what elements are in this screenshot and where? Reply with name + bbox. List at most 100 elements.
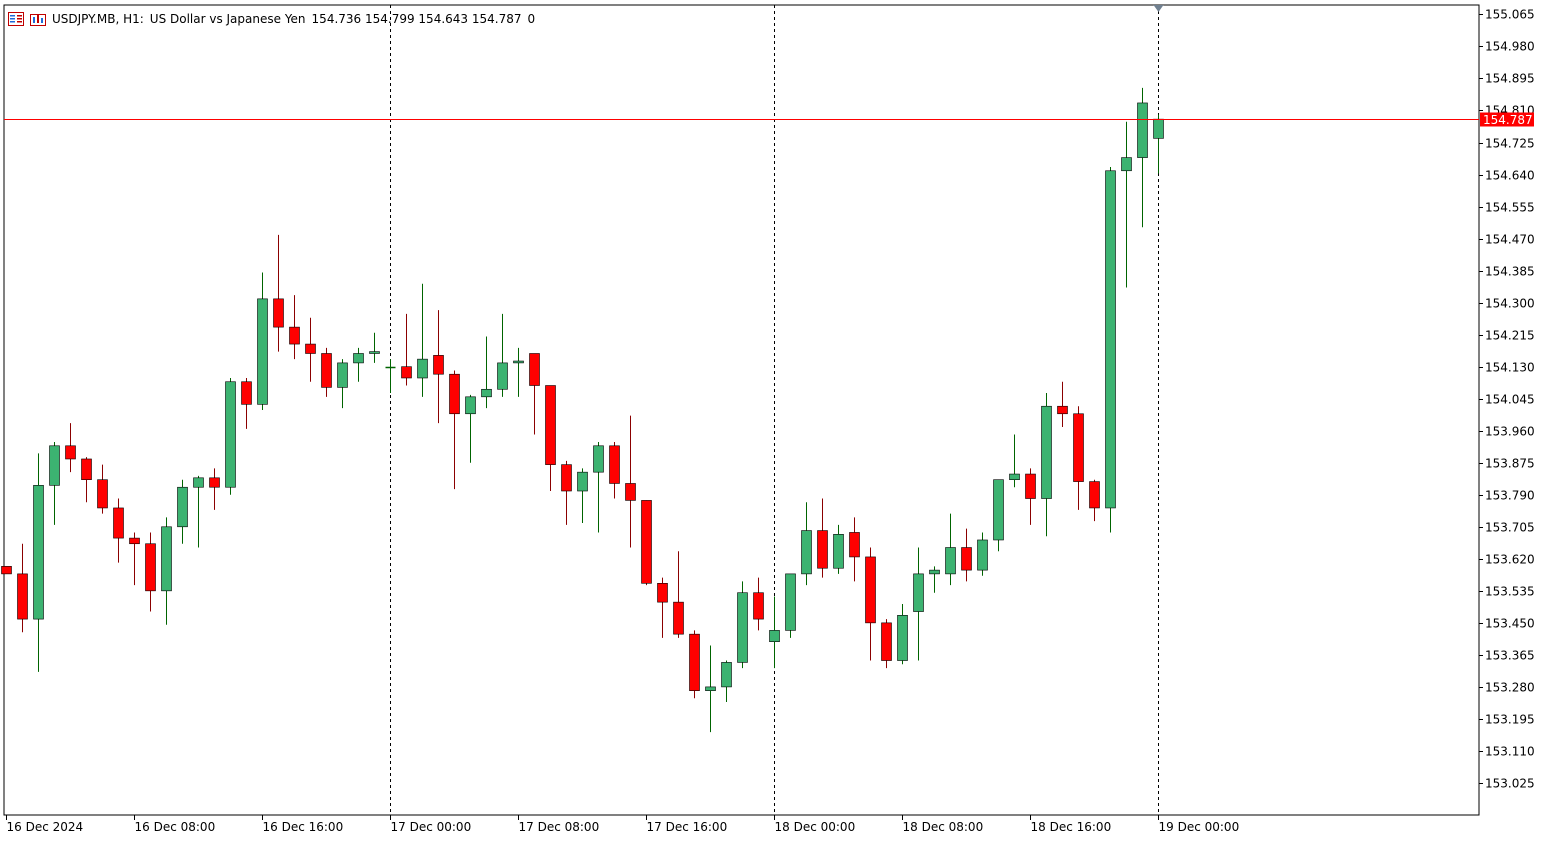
candle[interactable] (1121, 121, 1132, 288)
candle[interactable] (881, 619, 892, 669)
candle-body (769, 630, 780, 642)
candle[interactable] (465, 394, 476, 463)
candle-body (833, 534, 844, 569)
candle[interactable] (385, 359, 396, 394)
candle[interactable] (593, 442, 604, 533)
tick-volume: 0 (527, 12, 536, 26)
candle[interactable] (753, 577, 764, 631)
y-tick-label: 155.065 (1485, 8, 1535, 22)
candle[interactable] (1057, 381, 1068, 427)
candle[interactable] (785, 573, 796, 638)
candle[interactable] (945, 513, 956, 586)
candle[interactable] (113, 498, 124, 563)
candle[interactable] (289, 295, 300, 360)
candle[interactable] (849, 517, 860, 582)
candle[interactable] (369, 332, 380, 363)
candle[interactable] (545, 385, 556, 491)
current-price-badge (1480, 112, 1534, 127)
candle[interactable] (49, 442, 60, 525)
candle[interactable] (417, 283, 428, 397)
candle[interactable] (65, 423, 76, 473)
candle[interactable] (561, 460, 572, 525)
candle[interactable] (321, 347, 332, 397)
candle[interactable] (609, 442, 620, 499)
y-tick-label: 154.725 (1485, 137, 1535, 151)
candle[interactable] (897, 604, 908, 665)
candle[interactable] (433, 310, 444, 424)
candle[interactable] (721, 660, 732, 702)
candle[interactable] (961, 528, 972, 582)
candle[interactable] (769, 596, 780, 669)
candle[interactable] (705, 645, 716, 733)
candle[interactable] (529, 353, 540, 435)
candle[interactable] (833, 524, 844, 574)
candle[interactable] (257, 272, 268, 410)
y-tick-label: 153.450 (1485, 617, 1535, 631)
candle[interactable] (689, 630, 700, 699)
candle[interactable] (209, 468, 220, 510)
candle[interactable] (273, 234, 284, 352)
candle[interactable] (145, 532, 156, 612)
x-tick-label: 18 Dec 08:00 (903, 820, 984, 834)
symbol-description: US Dollar vs Japanese Yen (149, 12, 306, 26)
candle-body (129, 537, 140, 545)
candle[interactable] (97, 464, 108, 514)
candle[interactable] (1041, 393, 1052, 537)
candle[interactable] (913, 547, 924, 661)
candle[interactable] (353, 347, 364, 382)
candle[interactable] (241, 377, 252, 429)
candle-body (225, 381, 236, 488)
candle[interactable] (177, 479, 188, 544)
candle-body (417, 358, 428, 379)
candle[interactable] (81, 457, 92, 503)
candle[interactable] (129, 532, 140, 586)
candle[interactable] (625, 415, 636, 548)
candle[interactable] (1009, 434, 1020, 488)
candle[interactable] (1025, 468, 1036, 525)
candle[interactable] (449, 370, 460, 490)
candle[interactable] (161, 517, 172, 625)
y-tick-label: 154.215 (1485, 329, 1535, 343)
candle[interactable] (401, 313, 412, 386)
chart-list-icon[interactable] (8, 12, 24, 26)
candle[interactable] (1073, 406, 1084, 510)
candle[interactable] (641, 500, 652, 586)
candle[interactable] (193, 475, 204, 548)
candle[interactable] (337, 359, 348, 409)
candle[interactable] (481, 336, 492, 409)
candle[interactable] (305, 317, 316, 382)
candle[interactable] (929, 566, 940, 593)
period-marker-icon[interactable] (1153, 5, 1164, 12)
candle-body (705, 686, 716, 691)
candle-body (977, 539, 988, 571)
candle-body (289, 326, 300, 345)
candle[interactable] (577, 468, 588, 524)
candle[interactable] (17, 543, 28, 633)
chart-window-icon[interactable] (30, 12, 46, 26)
candle-body (49, 445, 60, 486)
candle[interactable] (1, 566, 12, 575)
candle[interactable] (513, 347, 524, 397)
candle-body (1073, 413, 1084, 482)
candle[interactable] (1137, 87, 1148, 228)
candle-body (1089, 481, 1100, 509)
y-tick-label: 153.960 (1485, 425, 1535, 439)
candle[interactable] (817, 498, 828, 578)
candle[interactable] (673, 551, 684, 638)
y-tick-label: 154.385 (1485, 265, 1535, 279)
candle[interactable] (801, 502, 812, 586)
candle[interactable] (497, 313, 508, 397)
candle[interactable] (657, 577, 668, 638)
candle[interactable] (977, 532, 988, 576)
candle-body (81, 458, 92, 480)
candle[interactable] (737, 581, 748, 669)
candle[interactable] (1089, 479, 1100, 522)
candle[interactable] (993, 479, 1004, 552)
candle[interactable] (225, 377, 236, 495)
candle[interactable] (33, 453, 44, 672)
candle[interactable] (865, 547, 876, 661)
candle-body (1137, 102, 1148, 158)
candle[interactable] (1105, 167, 1116, 533)
